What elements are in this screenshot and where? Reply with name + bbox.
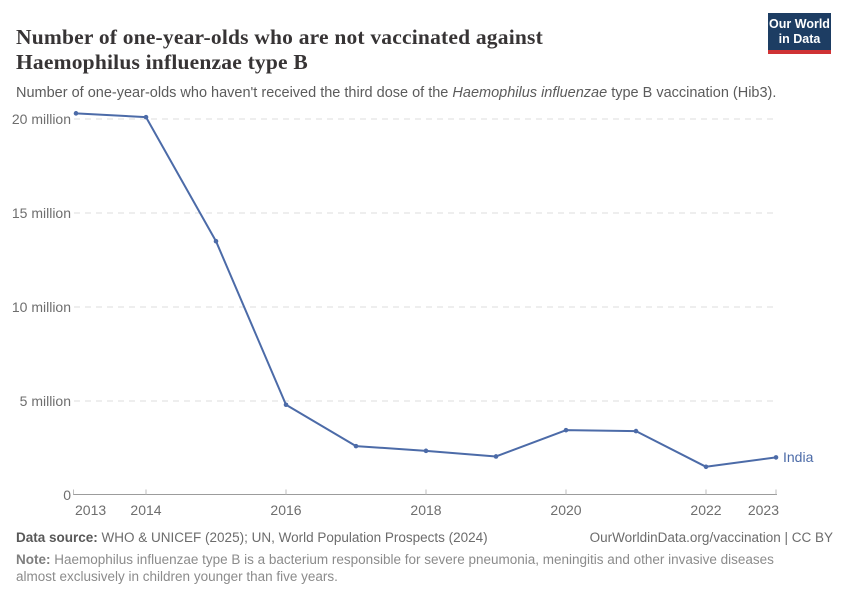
footer-note: Note: Haemophilus influenzae type B is a…: [16, 551, 774, 585]
y-axis-tick-label: 5 million: [20, 393, 71, 409]
data-point: [423, 448, 429, 454]
y-axis-tick-label: 0: [63, 487, 71, 503]
data-point: [283, 402, 289, 408]
y-axis-tick-label: 10 million: [12, 299, 71, 315]
x-axis-tick-label: 2018: [410, 502, 441, 518]
data-point: [633, 428, 639, 434]
y-axis-tick-label: 15 million: [12, 205, 71, 221]
data-point: [213, 238, 219, 244]
subtitle-text: Number of one-year-olds who haven't rece…: [16, 84, 453, 101]
data-point: [563, 427, 569, 433]
note-label: Note:: [16, 552, 51, 567]
subtitle-italic-text: Haemophilus influenzae: [452, 84, 608, 101]
note-text: Haemophilus influenzae type B is a bacte…: [16, 552, 774, 584]
x-axis-tick-label: 2014: [130, 502, 161, 518]
page-title-line-1: Number of one-year-olds who are not vacc…: [16, 25, 543, 50]
x-axis-tick-label: 2016: [270, 502, 301, 518]
owid-url-link[interactable]: OurWorldinData.org/vaccination | CC BY: [589, 530, 833, 545]
owid-logo[interactable]: Our World in Data: [768, 13, 831, 54]
data-point: [703, 464, 709, 470]
owid-logo-line-1: Our World: [769, 17, 830, 31]
data-source-text: WHO & UNICEF (2025); UN, World Populatio…: [101, 530, 488, 545]
data-source: Data source: WHO & UNICEF (2025); UN, Wo…: [16, 530, 488, 545]
x-axis-tick-label: 2022: [690, 502, 721, 518]
data-point: [773, 455, 779, 460]
chart-subtitle: Number of one-year-olds who haven't rece…: [16, 85, 776, 101]
x-axis-tick-label: 2023: [748, 502, 779, 518]
data-source-label: Data source:: [16, 530, 98, 545]
page-title-line-2: Haemophilus influenzae type B: [16, 50, 308, 75]
data-point: [73, 111, 79, 116]
series-label-india: India: [783, 449, 814, 465]
data-point: [353, 443, 359, 449]
y-axis-tick-label: 20 million: [12, 111, 71, 127]
owid-logo-line-2: in Data: [778, 32, 821, 46]
x-axis-tick-label: 2020: [550, 502, 581, 518]
data-point: [143, 114, 149, 120]
x-axis-tick-label: 2013: [75, 502, 106, 518]
trend-line: [75, 112, 777, 468]
subtitle-text-after: type B vaccination (Hib3).: [607, 84, 777, 101]
footer-source-row: Data source: WHO & UNICEF (2025); UN, Wo…: [16, 530, 833, 545]
data-point: [493, 454, 499, 459]
page-title: Number of one-year-olds who are not vacc…: [16, 25, 543, 75]
